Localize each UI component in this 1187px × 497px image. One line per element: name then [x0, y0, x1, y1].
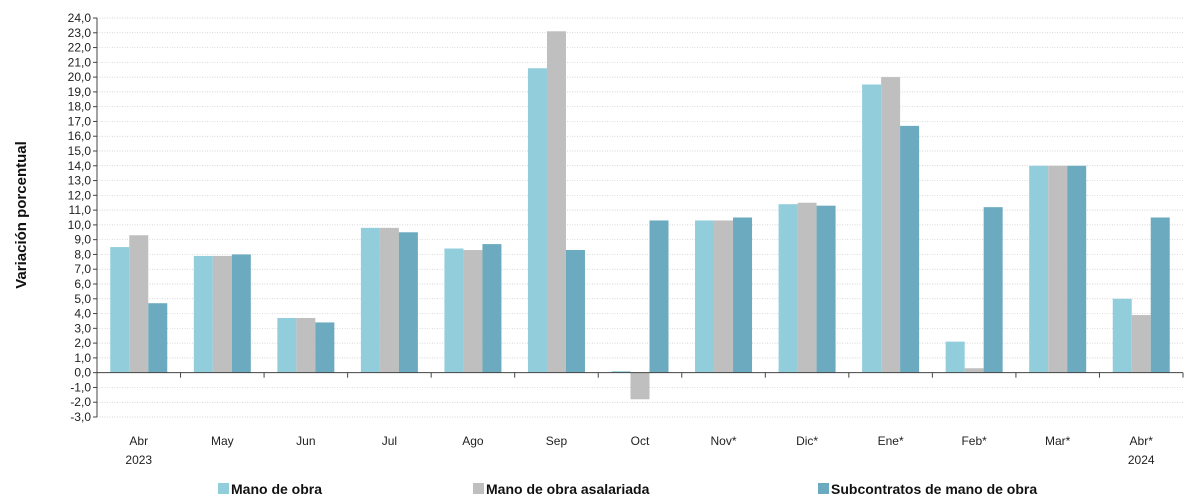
- bar-mano-de-obra: [1112, 298, 1132, 373]
- legend: Mano de obra Mano de obra asalariada Subco…: [218, 481, 1037, 497]
- x-tick-label: Abr*: [1130, 434, 1154, 448]
- bar-mano-de-obra: [277, 317, 297, 373]
- legend-label: Mano de obra: [231, 481, 322, 497]
- bar-subcontratos-de-mano-de-obra: [816, 205, 836, 373]
- y-tick-label: 10,0: [68, 218, 92, 232]
- y-tick-label: 17,0: [68, 114, 92, 128]
- x-tick-year-label: 2023: [125, 453, 152, 467]
- bar-mano-de-obra: [527, 68, 547, 373]
- bar-mano-de-obra-asalariada: [129, 235, 149, 373]
- bar-subcontratos-de-mano-de-obra: [231, 254, 251, 373]
- x-tick-label: Nov*: [711, 434, 737, 448]
- y-tick-label: 16,0: [68, 129, 92, 143]
- bar-mano-de-obra-asalariada: [463, 250, 483, 373]
- x-tick-label: Ago: [462, 434, 484, 448]
- bar-subcontratos-de-mano-de-obra: [565, 250, 585, 373]
- x-tick-label: Sep: [546, 434, 568, 448]
- legend-label: Subcontratos de mano de obra: [831, 481, 1037, 497]
- y-tick-label: 23,0: [68, 26, 92, 40]
- bar-subcontratos-de-mano-de-obra: [482, 244, 502, 373]
- y-tick-label: 7,0: [74, 262, 91, 276]
- y-tick-label: 4,0: [74, 307, 91, 321]
- y-tick-label: 8,0: [74, 247, 91, 261]
- x-tick-label: Jul: [382, 434, 397, 448]
- y-tick-label: 22,0: [68, 41, 92, 55]
- y-tick-label: 2,0: [74, 336, 91, 350]
- bar-subcontratos-de-mano-de-obra: [900, 125, 920, 373]
- legend-label: Mano de obra asalariada: [486, 481, 650, 497]
- y-tick-label: 0,0: [74, 366, 91, 380]
- bar-mano-de-obra: [611, 371, 631, 373]
- bar-mano-de-obra: [360, 227, 380, 373]
- x-tick-label: May: [211, 434, 234, 448]
- bar-subcontratos-de-mano-de-obra: [148, 303, 168, 373]
- legend-swatch: [473, 483, 484, 494]
- bar-mano-de-obra-asalariada: [964, 368, 984, 373]
- bar-mano-de-obra: [1029, 165, 1049, 373]
- x-tick-label: Jun: [296, 434, 315, 448]
- bar-subcontratos-de-mano-de-obra: [649, 220, 669, 373]
- bar-mano-de-obra-asalariada: [212, 255, 232, 373]
- bar-subcontratos-de-mano-de-obra: [1150, 217, 1170, 373]
- bar-mano-de-obra: [444, 248, 464, 373]
- bar-mano-de-obra: [110, 247, 130, 373]
- y-tick-label: 1,0: [74, 351, 91, 365]
- x-tick-year-label: 2024: [1128, 453, 1155, 467]
- axes: [96, 18, 1184, 417]
- bar-subcontratos-de-mano-de-obra: [398, 232, 418, 373]
- y-tick-label: 12,0: [68, 188, 92, 202]
- y-tick-label: 6,0: [74, 277, 91, 291]
- bar-subcontratos-de-mano-de-obra: [733, 217, 753, 373]
- y-tick-label: 15,0: [68, 144, 92, 158]
- grid-lines: [97, 17, 1183, 418]
- y-tick-label: 11,0: [69, 203, 92, 217]
- legend-swatch: [818, 483, 829, 494]
- x-tick-label: Abr: [129, 434, 148, 448]
- x-tick-label: Mar*: [1045, 434, 1071, 448]
- bar-mano-de-obra: [945, 341, 965, 373]
- bar-mano-de-obra-asalariada: [1048, 165, 1068, 373]
- y-tick-label: 24,0: [68, 11, 92, 25]
- legend-swatch: [218, 483, 229, 494]
- bar-mano-de-obra: [778, 204, 798, 373]
- y-tick-label: 14,0: [68, 159, 92, 173]
- y-tick-label: -1,0: [70, 380, 91, 394]
- y-tick-label: 5,0: [74, 292, 91, 306]
- y-tick-label: 3,0: [74, 321, 91, 335]
- y-tick-label: 21,0: [68, 55, 92, 69]
- bar-mano-de-obra: [193, 255, 213, 373]
- y-tick-label: 9,0: [74, 233, 91, 247]
- y-tick-label: 19,0: [68, 85, 92, 99]
- bar-mano-de-obra-asalariada: [546, 31, 566, 373]
- x-tick-labels: Abr 2023 May Jun Jul Ago Sep Oct Nov* Dic* Ene* Feb…: [125, 434, 1154, 467]
- bar-mano-de-obra-asalariada: [797, 202, 817, 373]
- bar-subcontratos-de-mano-de-obra: [315, 322, 335, 373]
- y-tick-label: 18,0: [68, 100, 92, 114]
- bar-mano-de-obra-asalariada: [714, 220, 734, 373]
- y-tick-label: 20,0: [68, 70, 92, 84]
- bar-mano-de-obra-asalariada: [630, 372, 650, 400]
- x-tick-label: Oct: [631, 434, 650, 448]
- bar-mano-de-obra: [862, 84, 882, 373]
- y-axis-label: Variación porcentual: [13, 141, 30, 289]
- bar-mano-de-obra-asalariada: [881, 77, 901, 373]
- x-tick-label: Dic*: [796, 434, 818, 448]
- bar-mano-de-obra-asalariada: [379, 227, 399, 373]
- bar-mano-de-obra: [695, 220, 715, 373]
- bars-layer: [110, 31, 1170, 400]
- bar-mano-de-obra-asalariada: [296, 317, 316, 373]
- bar-subcontratos-de-mano-de-obra: [1067, 165, 1087, 373]
- y-tick-labels: -3,0-2,0-1,00,01,02,03,04,05,06,07,08,09…: [68, 11, 97, 424]
- y-tick-label: -3,0: [70, 410, 91, 424]
- bar-mano-de-obra-asalariada: [1131, 315, 1151, 373]
- y-tick-label: -2,0: [70, 395, 91, 409]
- x-tick-label: Feb*: [961, 434, 987, 448]
- bar-subcontratos-de-mano-de-obra: [983, 207, 1003, 373]
- x-tick-label: Ene*: [878, 434, 904, 448]
- y-tick-label: 13,0: [68, 174, 92, 188]
